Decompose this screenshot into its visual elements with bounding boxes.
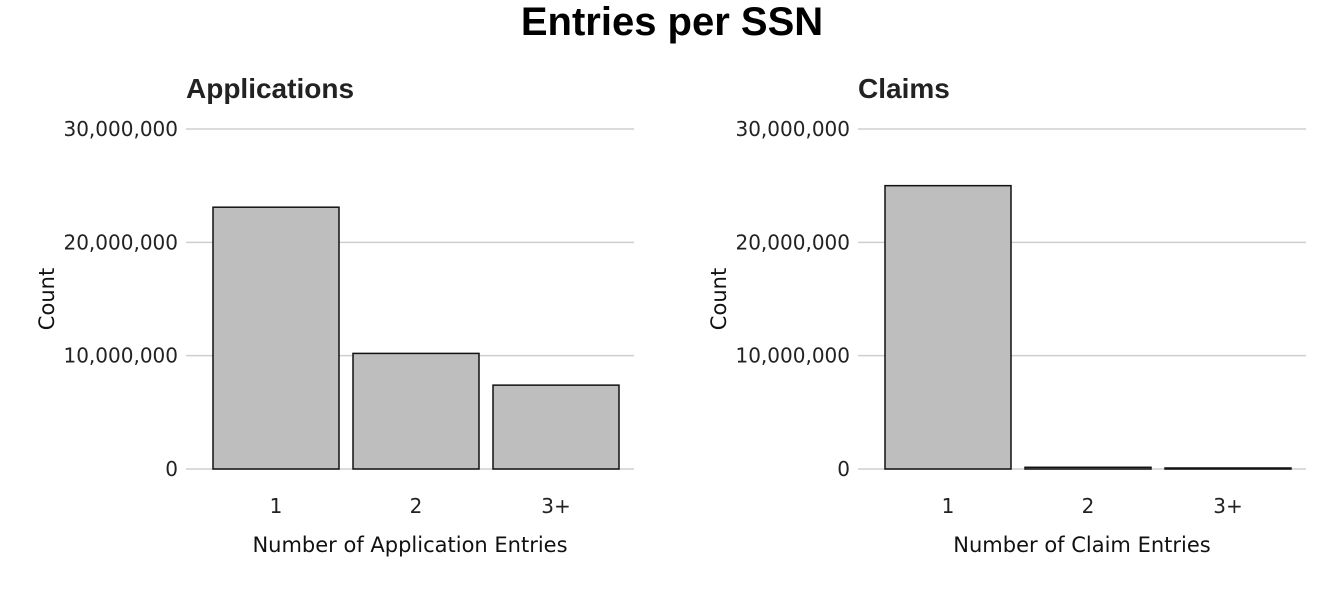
panel-title-claims: Claims <box>858 73 950 104</box>
panel-claims: Claims 0 10,000,000 20,000,000 30,000,000 1… <box>707 73 1306 557</box>
y-tick-label-applications-0: 0 <box>165 457 178 481</box>
bar-applications-1 <box>212 206 340 470</box>
y-tick-label-claims-3: 30,000,000 <box>735 117 850 141</box>
y-tick-label-applications-3: 30,000,000 <box>63 117 178 141</box>
y-tick-labels-claims: 0 10,000,000 20,000,000 30,000,000 <box>735 117 850 481</box>
x-tick-label-applications-3: 3+ <box>541 494 570 518</box>
x-tick-label-claims-2: 2 <box>1082 494 1095 518</box>
y-tick-labels-applications: 0 10,000,000 20,000,000 30,000,000 <box>63 117 178 481</box>
x-tick-label-claims-3: 3+ <box>1213 494 1242 518</box>
bar-claims-2 <box>1024 466 1152 470</box>
x-axis-title-applications: Number of Application Entries <box>252 533 567 557</box>
x-axis-title-claims: Number of Claim Entries <box>953 533 1210 557</box>
main-title: Entries per SSN <box>521 0 823 44</box>
bar-applications-2 <box>352 352 480 470</box>
panel-applications: Applications 0 10,000,000 20,000,000 30,000… <box>35 73 634 557</box>
bars-claims <box>884 184 1292 470</box>
y-tick-label-claims-2: 20,000,000 <box>735 230 850 254</box>
bars-applications <box>212 206 620 470</box>
x-tick-labels-claims: 1 2 3+ <box>942 494 1243 518</box>
bar-claims-1 <box>884 184 1012 470</box>
panel-title-applications: Applications <box>186 73 354 104</box>
y-tick-label-applications-2: 20,000,000 <box>63 230 178 254</box>
bar-claims-3 <box>1164 467 1292 470</box>
y-tick-label-claims-0: 0 <box>837 457 850 481</box>
x-tick-label-applications-1: 1 <box>270 494 283 518</box>
bar-applications-3 <box>492 384 620 470</box>
y-tick-label-applications-1: 10,000,000 <box>63 344 178 368</box>
y-axis-title-claims: Count <box>707 268 731 330</box>
x-tick-labels-applications: 1 2 3+ <box>270 494 571 518</box>
y-axis-title-applications: Count <box>35 268 59 330</box>
y-tick-label-claims-1: 10,000,000 <box>735 344 850 368</box>
x-tick-label-claims-1: 1 <box>942 494 955 518</box>
x-tick-label-applications-2: 2 <box>410 494 423 518</box>
